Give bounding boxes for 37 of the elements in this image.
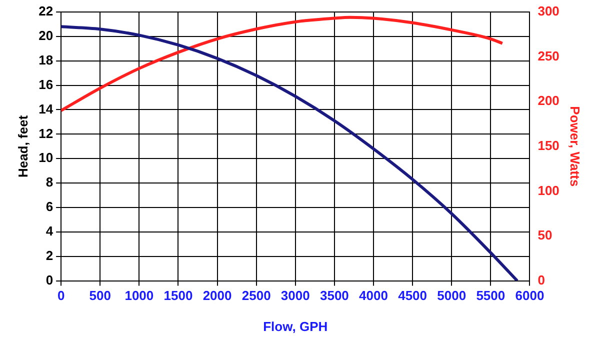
y-tick-label: 6 bbox=[46, 199, 54, 214]
y-tick-label: 14 bbox=[38, 101, 54, 116]
line-series bbox=[61, 25, 519, 281]
y-tick-label: 4 bbox=[46, 224, 54, 239]
x-tick-label: 0 bbox=[57, 288, 65, 304]
y-tick-label: 8 bbox=[46, 174, 54, 190]
y-tick-label: 12 bbox=[38, 126, 54, 141]
y2-tick-label: 100 bbox=[538, 182, 560, 198]
line-series bbox=[61, 16, 504, 112]
x-tick-label: 1000 bbox=[124, 288, 154, 304]
y2-axis-title: Power, Watts bbox=[568, 106, 583, 187]
y-tick-label: 2 bbox=[46, 248, 54, 263]
y-axis-title: Head, feet bbox=[15, 114, 30, 178]
y-tick-label: 22 bbox=[38, 4, 54, 19]
x-tick-label: 4000 bbox=[359, 288, 388, 304]
y2-tick-label: 250 bbox=[538, 48, 560, 64]
x-tick-label: 5500 bbox=[476, 288, 506, 304]
x-tick-label: 1500 bbox=[164, 288, 193, 304]
x-axis-title: Flow, GPH bbox=[263, 318, 328, 334]
y-tick-label: 10 bbox=[38, 150, 54, 166]
y2-tick-label: 0 bbox=[538, 272, 545, 288]
x-tick-label: 2500 bbox=[242, 288, 271, 304]
y2-tick-label: 200 bbox=[538, 93, 560, 108]
y2-tick-label: 300 bbox=[538, 4, 560, 19]
y-tick-label: 20 bbox=[38, 28, 54, 44]
y-tick-label: 16 bbox=[38, 76, 54, 92]
y-tick-label: 0 bbox=[46, 272, 54, 288]
x-tick-label: 3500 bbox=[320, 288, 349, 304]
x-tick-label: 2000 bbox=[202, 288, 232, 304]
y2-tick-label: 50 bbox=[538, 228, 552, 243]
x-tick-label: 4500 bbox=[398, 288, 428, 304]
y2-tick-label: 150 bbox=[538, 138, 560, 153]
y-tick-label: 18 bbox=[38, 52, 54, 68]
x-tick-label: 3000 bbox=[280, 288, 310, 304]
x-tick-label: 500 bbox=[89, 288, 111, 304]
x-tick-label: 6000 bbox=[515, 288, 544, 304]
x-tick-label: 5000 bbox=[437, 288, 466, 304]
